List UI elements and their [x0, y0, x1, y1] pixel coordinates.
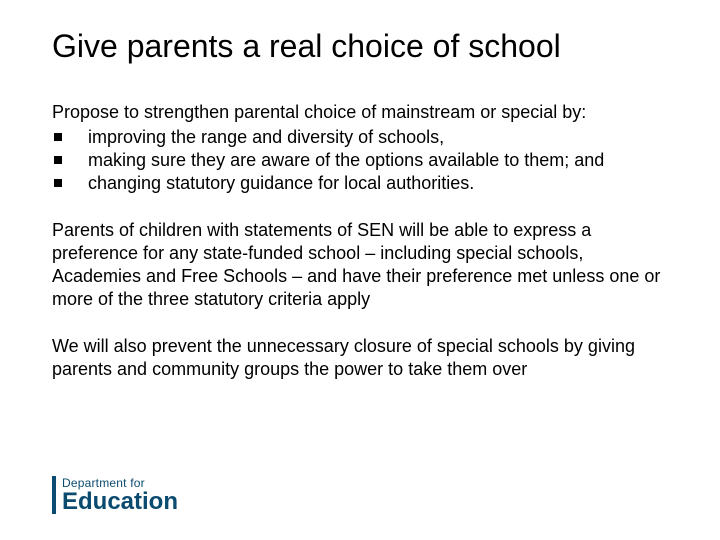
slide-body: Propose to strengthen parental choice of… [52, 101, 668, 381]
bullet-text: making sure they are aware of the option… [88, 150, 604, 170]
square-bullet-icon [54, 156, 62, 164]
dfe-logo: Department for Education [52, 476, 178, 514]
bullet-list: improving the range and diversity of sch… [52, 126, 668, 195]
bullet-text: improving the range and diversity of sch… [88, 127, 444, 147]
slide-title: Give parents a real choice of school [52, 28, 668, 65]
paragraph-2: We will also prevent the unnecessary clo… [52, 335, 668, 381]
bullet-text: changing statutory guidance for local au… [88, 173, 474, 193]
intro-text: Propose to strengthen parental choice of… [52, 101, 668, 124]
square-bullet-icon [54, 179, 62, 187]
logo-line2: Education [62, 490, 178, 514]
bullet-item: improving the range and diversity of sch… [52, 126, 668, 149]
paragraph-1: Parents of children with statements of S… [52, 219, 668, 311]
logo-bar-icon [52, 476, 56, 514]
bullet-item: making sure they are aware of the option… [52, 149, 668, 172]
square-bullet-icon [54, 133, 62, 141]
bullet-item: changing statutory guidance for local au… [52, 172, 668, 195]
slide: Give parents a real choice of school Pro… [0, 0, 720, 540]
